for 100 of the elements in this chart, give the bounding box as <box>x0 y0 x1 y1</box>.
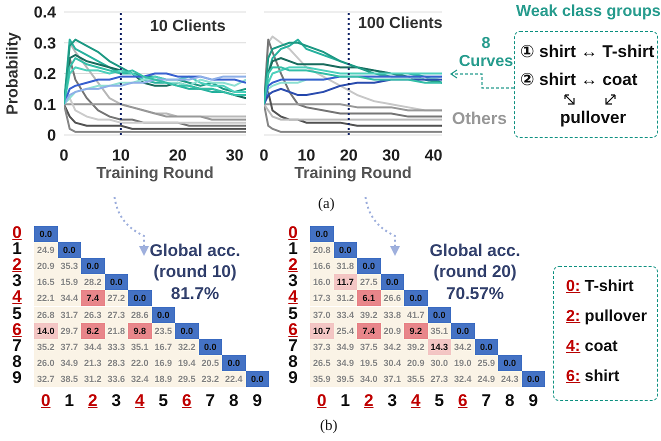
data-label: 30.4 <box>380 354 404 371</box>
x-tick-label: 2 <box>363 391 374 411</box>
data-label: 9.8 <box>128 322 152 339</box>
text: 4: coat <box>566 338 618 356</box>
data-label: 0.0 <box>310 226 334 242</box>
annotation: 100 Clients <box>358 15 442 33</box>
data-label: 8.2 <box>81 322 104 339</box>
data-label: 34.9 <box>334 354 357 371</box>
data-label: 16.6 <box>310 258 334 274</box>
x-tick-label: 7 <box>204 391 216 411</box>
data-label: 26.0 <box>34 354 58 371</box>
data-label: 27.5 <box>357 274 380 290</box>
data-label: 0.0 <box>522 370 545 387</box>
data-label: 34.4 <box>58 290 81 306</box>
x-tick-label: 6 <box>457 391 468 411</box>
data-label: 37.5 <box>357 338 380 355</box>
data-label: 37.3 <box>310 338 334 355</box>
data-label: 38.5 <box>58 370 81 387</box>
data-label: 33.8 <box>380 306 404 323</box>
data-label: 35.9 <box>310 370 334 387</box>
data-label: 20.9 <box>380 322 404 339</box>
data-label: 16.0 <box>310 274 334 290</box>
data-label: 20.9 <box>404 354 428 371</box>
data-label: 24.9 <box>34 242 58 258</box>
data-label: 29.5 <box>175 370 198 387</box>
data-label: 0.0 <box>498 354 522 371</box>
data-label: 18.9 <box>152 370 175 387</box>
x-tick-label: 30 <box>226 147 244 164</box>
data-label: 33.4 <box>334 306 357 323</box>
data-label: 16.7 <box>152 338 175 355</box>
text: pullover <box>560 108 626 128</box>
data-label: 28.6 <box>128 306 152 323</box>
x-tick-label: 1 <box>64 391 75 411</box>
y-tick-label: 0.3 <box>34 35 56 52</box>
annotation: Global acc. (round 10) 81.7% <box>150 241 240 302</box>
data-label: 34.2 <box>380 338 404 355</box>
data-label: 0.0 <box>246 370 269 387</box>
x-tick-label: 0 <box>60 147 69 164</box>
data-label: 24.9 <box>474 370 498 387</box>
text: (a) <box>318 196 335 212</box>
y-axis-title: Probability <box>4 32 22 115</box>
data-label: 35.1 <box>428 322 451 339</box>
data-label: 0.0 <box>81 258 104 274</box>
text: 2: pullover <box>566 308 647 326</box>
x-tick-label: 0 <box>260 147 269 164</box>
data-label: 34.0 <box>357 370 380 387</box>
data-label: 16.9 <box>152 354 175 371</box>
x-axis-title: Training Round <box>95 165 215 183</box>
data-label: 37.1 <box>380 370 404 387</box>
data-label: 23.2 <box>198 370 222 387</box>
data-label: 35.2 <box>34 338 58 355</box>
data-label: 31.8 <box>334 258 357 274</box>
data-label: 17.3 <box>310 290 334 306</box>
data-label: 0.0 <box>198 338 222 355</box>
data-label: 27.3 <box>104 306 128 323</box>
data-label: 32.7 <box>34 370 58 387</box>
data-label: 29.7 <box>58 322 81 339</box>
data-label: 31.7 <box>58 306 81 323</box>
data-label: 11.7 <box>334 274 357 290</box>
data-label: 20.8 <box>310 242 334 258</box>
x-tick-label: 9 <box>252 391 263 411</box>
data-label: 0.0 <box>451 322 474 339</box>
data-label: 27.3 <box>428 370 451 387</box>
data-label: 7.4 <box>81 290 104 306</box>
data-label: 35.1 <box>128 338 152 355</box>
data-label: 20.9 <box>34 258 58 274</box>
data-label: 31.2 <box>81 370 104 387</box>
x-tick-label: 10 <box>297 147 316 164</box>
x-tick-label: 0 <box>316 391 328 411</box>
y-tick-label: 0 <box>287 223 299 242</box>
x-tick-label: 8 <box>504 391 516 411</box>
data-label: 22.0 <box>128 354 152 371</box>
data-label: 34.9 <box>334 338 357 355</box>
data-label: 30.0 <box>428 354 451 371</box>
x-tick-label: 1 <box>340 391 351 411</box>
data-label: 32.4 <box>128 370 152 387</box>
data-label: 0.0 <box>128 290 152 306</box>
x-tick-label: 4 <box>410 391 422 411</box>
x-tick-label: 3 <box>110 391 122 411</box>
x-tick-label: 8 <box>228 391 240 411</box>
data-label: 31.2 <box>334 290 357 306</box>
data-label: 0.0 <box>104 274 128 290</box>
data-label: 0.0 <box>380 274 404 290</box>
data-label: 0.0 <box>152 306 175 323</box>
x-tick-label: 9 <box>528 391 539 411</box>
data-label: 35.3 <box>58 258 81 274</box>
data-label: 10.7 <box>310 322 334 339</box>
text: Others <box>452 109 507 129</box>
y-tick-label: 0.1 <box>34 96 56 114</box>
text: Weak class groups <box>516 3 661 21</box>
data-label: 25.9 <box>474 354 498 371</box>
data-label: 34.2 <box>451 338 474 355</box>
x-tick-label: 30 <box>382 147 400 164</box>
data-label: 0.0 <box>222 354 246 371</box>
x-tick-label: 4 <box>134 391 146 411</box>
data-label: 0.0 <box>34 226 58 242</box>
x-tick-label: 7 <box>480 391 492 411</box>
x-tick-label: 20 <box>340 147 358 164</box>
data-label: 32.4 <box>451 370 474 387</box>
data-label: 37.0 <box>310 306 334 323</box>
